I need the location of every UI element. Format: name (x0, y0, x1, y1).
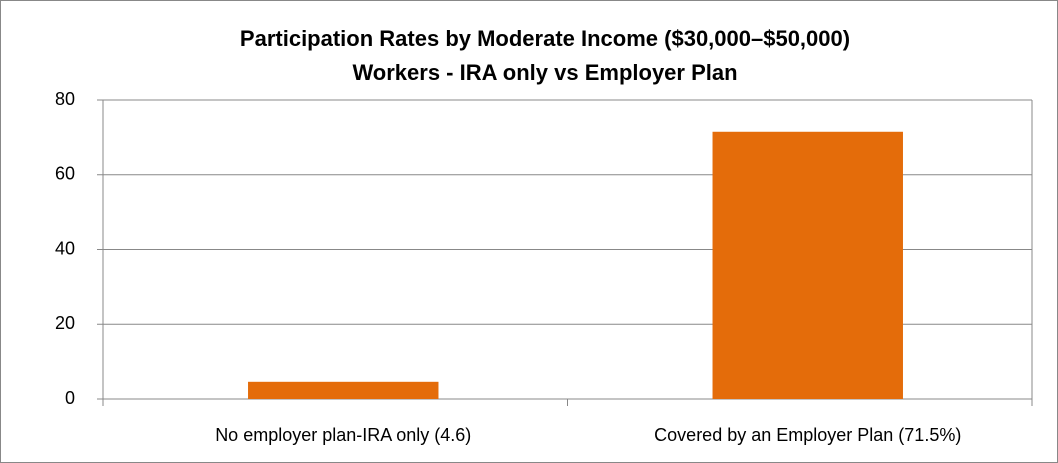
y-tick-label: 40 (55, 238, 75, 258)
x-tick-label: Covered by an Employer Plan (71.5%) (654, 425, 961, 445)
chart-title: Participation Rates by Moderate Income (… (240, 26, 850, 51)
x-tick-label: No employer plan-IRA only (4.6) (215, 425, 471, 445)
y-tick-label: 80 (55, 89, 75, 109)
bar (248, 381, 439, 399)
y-tick-label: 20 (55, 313, 75, 333)
bar (712, 131, 903, 400)
chart-title: Workers - IRA only vs Employer Plan (352, 60, 737, 85)
y-tick-label: 0 (65, 388, 75, 408)
y-tick-label: 60 (55, 164, 75, 184)
